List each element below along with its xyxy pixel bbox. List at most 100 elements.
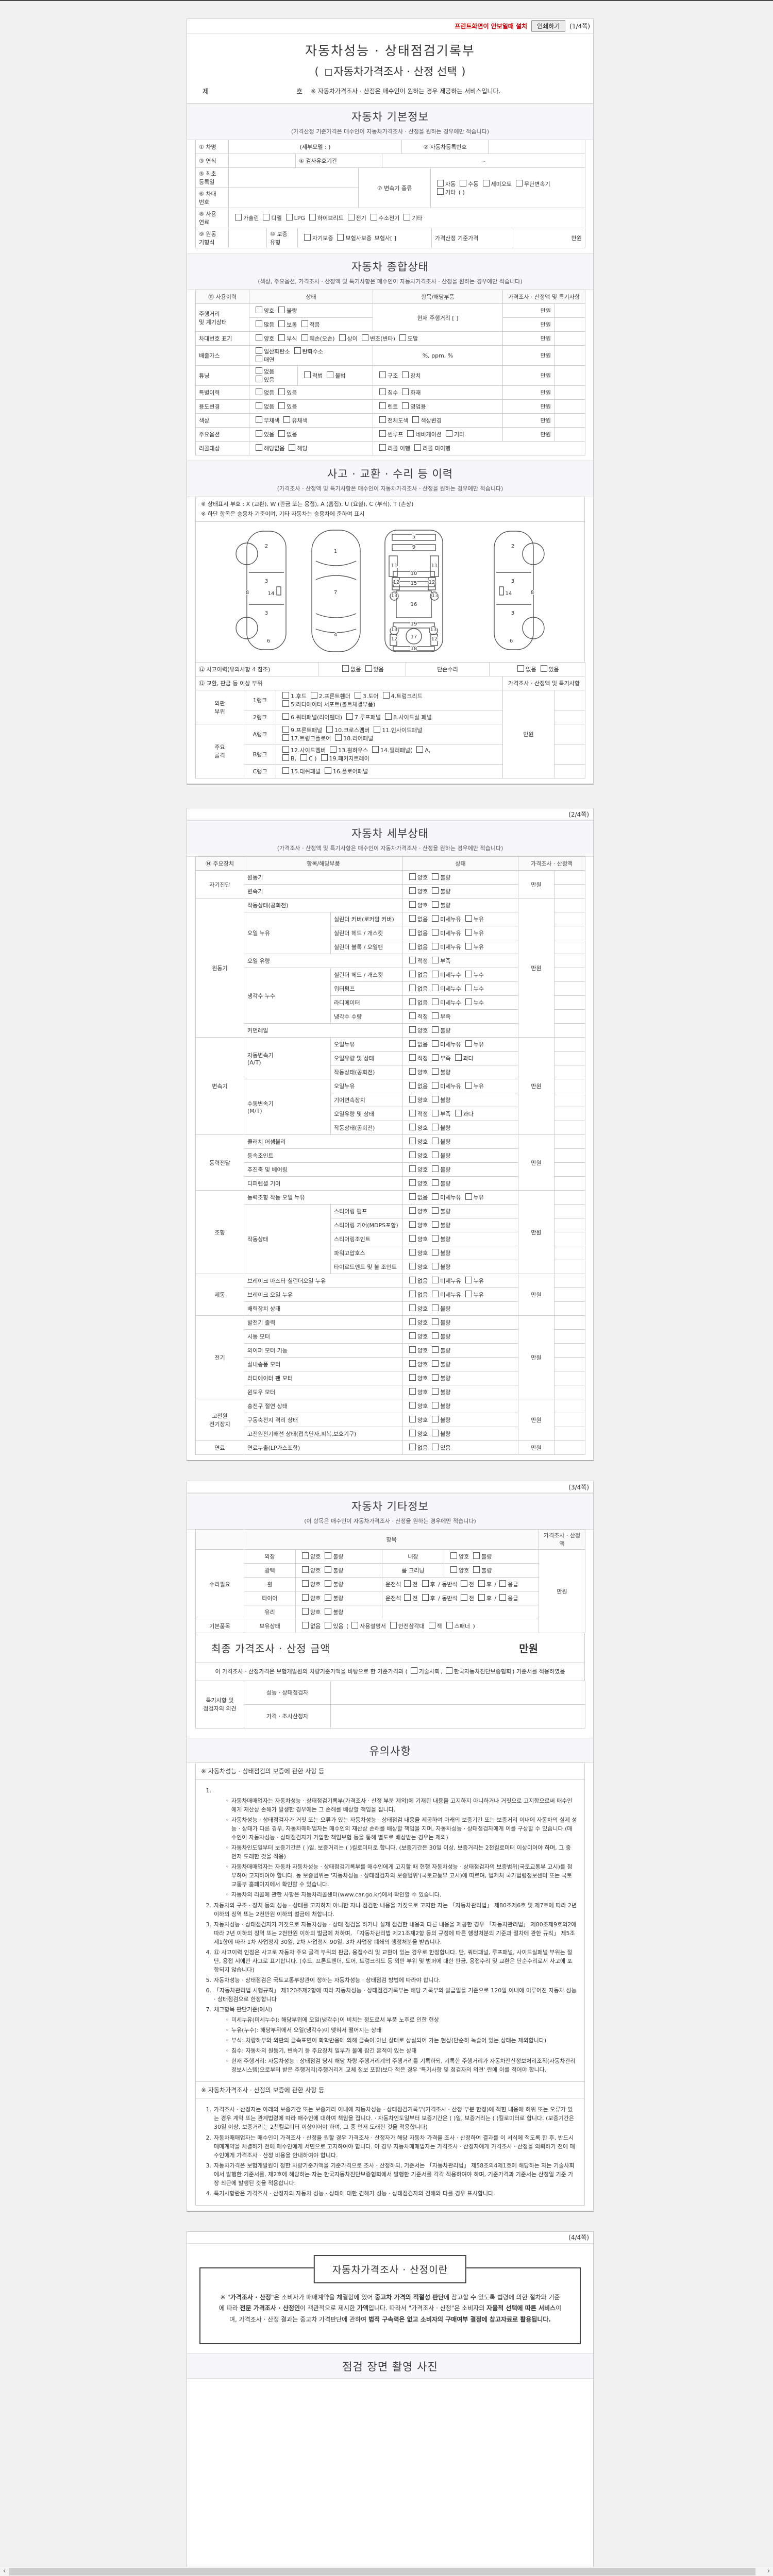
checkbox-label: 부족 <box>440 1111 451 1118</box>
form-cell: 양호 부식 훼손(오손) 상이 변조(변타) 도말 <box>249 331 503 346</box>
checkbox-label: 양호 <box>417 1166 428 1174</box>
form-cell: 브레이크 마스터 실린더오일 누유 <box>244 1274 403 1289</box>
checkbox-icon <box>301 334 308 341</box>
list-marker: 4. <box>206 1948 212 1956</box>
list-marker: 5. <box>206 1976 212 1984</box>
checkbox-icon <box>256 307 262 313</box>
checkbox-label: 화재 <box>410 389 421 396</box>
checkbox-icon <box>372 746 379 753</box>
checkbox-label: 양호 <box>417 1431 428 1438</box>
page-2: (2/4쪽) 자동차 세부상태 (가격조사 · 산정액 및 특기사항은 매수인이… <box>187 808 594 1462</box>
checkbox-icon <box>422 1580 429 1587</box>
window-top-edge <box>0 0 773 1</box>
checkbox-icon <box>324 767 331 774</box>
checkbox-icon <box>409 1221 416 1228</box>
blank-write-in-cell <box>554 744 585 765</box>
form-cell: 없음 있음 <box>318 662 406 677</box>
checkbox-icon <box>460 179 467 187</box>
form-cell: 자동변속기 (A/T) <box>244 1037 331 1080</box>
print-toolbar: 프린트화면이 안보일때 설치 인쇄하기 (1/4쪽) <box>187 19 593 33</box>
checkbox-label: 매연 <box>264 357 275 363</box>
checkbox-label: 과다 <box>463 1055 474 1062</box>
blank-write-in-cell <box>554 317 585 332</box>
checkbox-icon <box>499 1580 507 1587</box>
scroll-right-arrow-icon[interactable]: › <box>767 2567 770 2575</box>
scrollbar-thumb[interactable] <box>9 2568 755 2575</box>
checkbox-icon <box>455 1110 462 1117</box>
notice-item: ◦ 자동차인도일부터 보증기간은 ( )일, 보증거리는 ( )킬로미터로 합니다… <box>203 1843 577 1861</box>
blank-write-in-cell <box>554 926 585 941</box>
checkbox-label: 적정 <box>417 958 428 965</box>
checkbox-icon <box>465 985 472 992</box>
scroll-left-arrow-icon[interactable]: ‹ <box>3 2567 6 2575</box>
form-cell: 없음 미세누유 누유 <box>402 1079 518 1094</box>
blank-write-in-cell <box>554 1190 585 1205</box>
notice-item: 7. 체크항목 판단기준(예시) <box>203 2005 577 2014</box>
diagram-part-number: 3 <box>511 579 514 584</box>
checkbox-icon <box>278 388 285 395</box>
form-cell: 양호 불량 <box>402 1371 518 1386</box>
document-title: 자동차성능 · 상태점검기록부 <box>305 43 475 58</box>
checkbox-icon <box>370 214 377 221</box>
checkbox-label: 해당 <box>297 445 308 452</box>
section-overall-title: 자동차 종합상태 <box>351 261 429 273</box>
checkbox-label: 누유 <box>473 1292 484 1299</box>
checkbox-icon <box>409 1040 416 1047</box>
checkbox-label: 불량 <box>440 1306 451 1313</box>
page-badge-3: (3/4쪽) <box>568 1483 589 1491</box>
checkbox-label: 없음 <box>417 972 428 979</box>
checkbox-label: 양호 <box>417 1264 428 1271</box>
checkbox-label: A, <box>425 747 431 754</box>
checkbox-label: 많음 <box>264 321 275 328</box>
form-cell: 만원 <box>518 1315 554 1400</box>
checkbox-label: 미세누유 <box>440 916 461 923</box>
final-price-note: 이 가격조사 · 산정가격은 보험개발원의 차량기준가액을 바탕으로 한 기준가… <box>195 1663 585 1681</box>
table-registration-transmission: ⑤ 최초 등록일 ⑦ 변속기 종류 자동 수동 세미오토 무단변속기 기타 ( ) ⑥ 차대 번호 <box>195 167 585 208</box>
blank-write-in-cell <box>554 1176 585 1191</box>
form-cell: 일산화탄소 탄화수소 매연 <box>249 345 373 366</box>
checkbox-label: 양호 <box>310 1595 321 1602</box>
checkbox-icon <box>379 416 386 423</box>
page-badge-bar-3: (3/4쪽) <box>187 1481 593 1494</box>
checkbox-label: 양호 <box>417 1208 428 1215</box>
checkbox-icon <box>432 901 439 908</box>
checkbox-label: 불량 <box>287 308 297 314</box>
diagram-part-number: 16 <box>411 602 417 607</box>
checkbox-icon <box>432 1165 439 1173</box>
page-badge-4: (4/4쪽) <box>568 2234 589 2242</box>
form-cell: 브레이크 오일 누유 <box>244 1287 403 1302</box>
checkbox-label: 미세누유 <box>440 1278 461 1285</box>
form-cell: 양호 불량 <box>295 1605 382 1620</box>
form-cell: 차대번호 표기 <box>195 331 249 346</box>
checkbox-label: 적정 <box>417 1055 428 1062</box>
diagram-part-number: 17 <box>411 634 417 640</box>
form-cell: 없음 미세누유 누유 <box>402 1274 518 1289</box>
page-badge-1: (1/4쪽) <box>569 23 590 30</box>
checkbox-label: B, <box>291 755 297 762</box>
checkbox-label: 4.트렁크리드 <box>391 693 423 700</box>
checkbox-icon <box>432 1318 439 1326</box>
form-cell: 변속기 <box>244 884 403 899</box>
checkbox-label: 전 <box>468 1595 474 1602</box>
horizontal-scrollbar[interactable]: ‹ › <box>0 2567 773 2576</box>
notice-item: 1. <box>203 1786 577 1795</box>
form-cell: 만원 <box>513 228 585 248</box>
checkbox-label: 일산화탄소 <box>264 348 290 355</box>
form-cell: 양호 불량 <box>402 1301 518 1316</box>
checkbox-label: 12.사이드멤버 <box>291 747 326 754</box>
print-button[interactable]: 인쇄하기 <box>531 20 566 32</box>
page-3: (3/4쪽) 자동차 기타정보 (이 항목은 매수인이 자동차가격조사 · 산정… <box>187 1481 594 2212</box>
table-engine-warranty: ⑨ 원동 기형식 ⑩ 보증 유형 자기보증 보험사보증 보험사[ ] 가격산정 기준가격 만원 <box>195 228 585 248</box>
form-cell: 운전석 전 후 / 동반석 전 후 / 응급 <box>382 1577 539 1592</box>
checkbox-icon <box>278 334 285 341</box>
checkbox-icon <box>465 1193 472 1200</box>
form-cell: 만원 <box>518 1190 554 1275</box>
checkbox-label: 불량 <box>440 1166 451 1174</box>
checkbox-label: 있음 <box>333 1623 344 1630</box>
list-marker: ◦ <box>225 2016 229 2024</box>
checkbox-label: 2.프론트휀더 <box>318 693 350 700</box>
list-marker: 6. <box>206 1987 212 1994</box>
notice-item: ◦ 부식: 차량하부와 외판의 금속표면이 화학반응에 의해 금속이 아닌 상태로… <box>203 2036 577 2045</box>
checkbox-icon <box>432 929 439 936</box>
diagram-part-number: 15 <box>411 581 417 586</box>
